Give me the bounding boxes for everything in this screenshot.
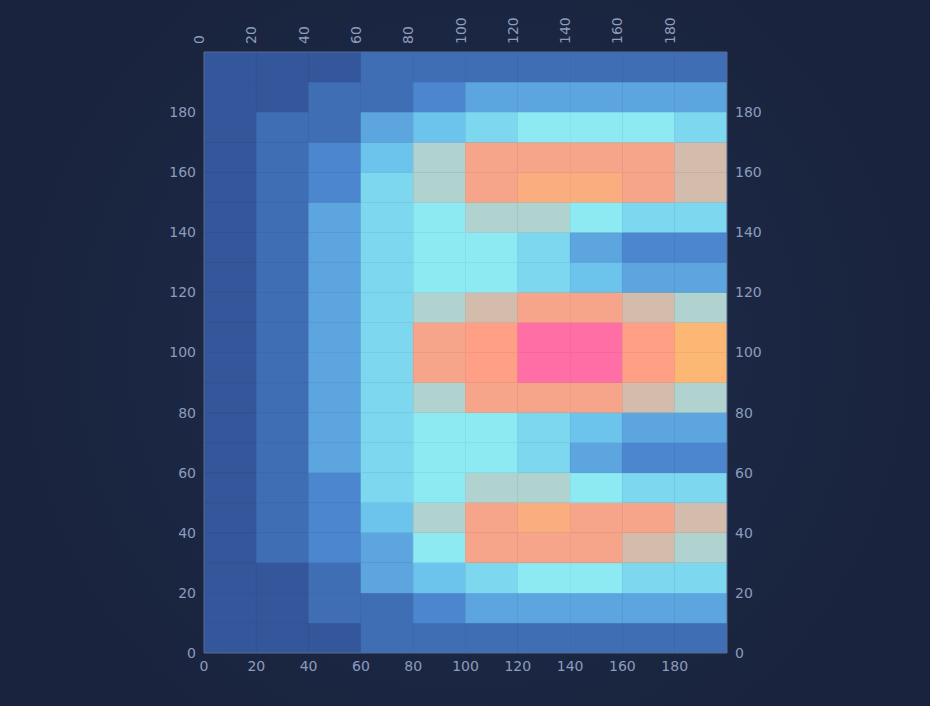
svg-text:120: 120 <box>504 658 531 674</box>
svg-text:20: 20 <box>735 585 753 601</box>
svg-text:60: 60 <box>352 658 370 674</box>
svg-text:40: 40 <box>178 525 196 541</box>
svg-text:160: 160 <box>169 164 196 180</box>
svg-text:40: 40 <box>735 525 753 541</box>
svg-text:120: 120 <box>505 17 521 44</box>
svg-text:140: 140 <box>557 658 584 674</box>
svg-text:60: 60 <box>735 465 753 481</box>
svg-text:40: 40 <box>300 658 318 674</box>
svg-text:100: 100 <box>453 17 469 44</box>
svg-text:0: 0 <box>735 645 744 661</box>
svg-text:100: 100 <box>169 344 196 360</box>
svg-text:20: 20 <box>243 26 259 44</box>
svg-text:20: 20 <box>247 658 265 674</box>
svg-text:100: 100 <box>452 658 479 674</box>
svg-text:100: 100 <box>735 344 762 360</box>
svg-text:160: 160 <box>735 164 762 180</box>
svg-text:0: 0 <box>200 658 209 674</box>
svg-text:160: 160 <box>609 17 625 44</box>
svg-text:60: 60 <box>178 465 196 481</box>
svg-text:140: 140 <box>735 224 762 240</box>
svg-text:120: 120 <box>169 284 196 300</box>
svg-text:60: 60 <box>348 26 364 44</box>
svg-text:80: 80 <box>735 405 753 421</box>
svg-text:180: 180 <box>169 104 196 120</box>
svg-text:80: 80 <box>178 405 196 421</box>
svg-text:180: 180 <box>662 17 678 44</box>
svg-text:120: 120 <box>735 284 762 300</box>
svg-text:160: 160 <box>609 658 636 674</box>
svg-text:40: 40 <box>296 26 312 44</box>
svg-text:140: 140 <box>557 17 573 44</box>
svg-text:180: 180 <box>735 104 762 120</box>
svg-text:80: 80 <box>404 658 422 674</box>
svg-text:140: 140 <box>169 224 196 240</box>
svg-text:20: 20 <box>178 585 196 601</box>
svg-text:80: 80 <box>400 26 416 44</box>
svg-text:0: 0 <box>187 645 196 661</box>
svg-text:0: 0 <box>191 35 207 44</box>
svg-text:180: 180 <box>661 658 688 674</box>
